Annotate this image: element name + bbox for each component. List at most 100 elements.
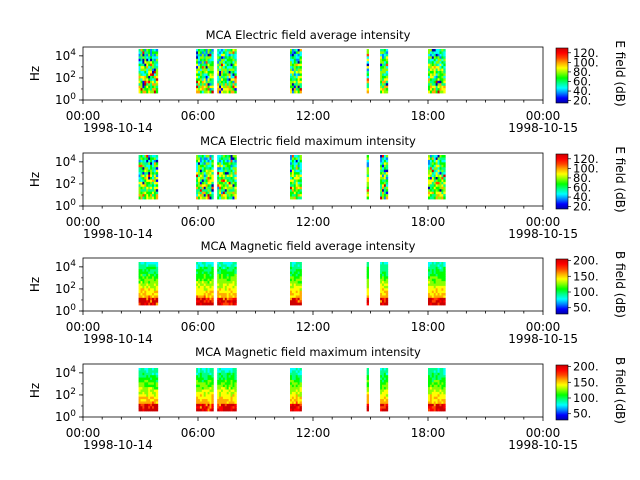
heatmap-cell <box>385 387 389 390</box>
heatmap-cell <box>199 389 203 393</box>
heatmap-cell <box>441 273 444 277</box>
heatmap-cell <box>433 167 437 171</box>
heatmap-cell <box>293 276 297 280</box>
heatmap-cell <box>382 61 385 65</box>
heatmap-cell <box>431 290 435 294</box>
heatmap-segment <box>205 155 214 200</box>
heatmap-cell <box>140 85 143 89</box>
heatmap-cell <box>429 399 433 402</box>
x-tick-label: 00:00 <box>526 426 561 440</box>
heatmap-cell <box>142 167 145 171</box>
heatmap-cell <box>431 53 435 57</box>
heatmap-cell <box>209 281 212 284</box>
heatmap-cell <box>222 58 226 62</box>
heatmap-cell <box>431 396 435 400</box>
y-tick-label: 100 <box>55 198 76 213</box>
heatmap-cell <box>297 73 300 77</box>
heatmap-cell <box>382 370 385 374</box>
heatmap-cell <box>142 172 145 175</box>
heatmap-cell <box>150 297 153 301</box>
heatmap-cell <box>138 53 141 57</box>
heatmap-cell <box>150 191 153 195</box>
heatmap-cell <box>429 285 433 289</box>
heatmap-cell <box>140 49 143 52</box>
heatmap-cell <box>219 181 222 185</box>
heatmap-cell <box>290 75 293 79</box>
heatmap-cell <box>207 61 210 65</box>
heatmap-cell <box>221 288 224 292</box>
heatmap-cell <box>232 379 235 383</box>
heatmap-cell <box>203 394 207 398</box>
heatmap-cell <box>366 164 369 168</box>
heatmap-cell <box>439 300 442 304</box>
heatmap-cell <box>441 58 444 62</box>
colorbar-tick-label: 100. <box>573 391 599 405</box>
heatmap-cell <box>155 368 159 371</box>
heatmap-cell <box>383 164 387 168</box>
heatmap-cell <box>441 194 444 197</box>
heatmap-cell <box>222 167 226 171</box>
heatmap-cell <box>228 283 231 287</box>
heatmap-cell <box>155 75 159 79</box>
colorbar-tick-label: 80. <box>573 65 591 79</box>
heatmap-cell <box>207 159 210 163</box>
heatmap-cell <box>431 399 435 402</box>
heatmap-cell <box>142 155 145 158</box>
heatmap-segment <box>380 155 389 200</box>
heatmap-cell <box>209 406 212 410</box>
heatmap-cell <box>138 283 141 287</box>
heatmap-cell <box>153 53 157 57</box>
heatmap-cell <box>148 169 151 173</box>
heatmap-cell <box>199 379 203 383</box>
heatmap-cell <box>150 283 153 287</box>
heatmap-cell <box>219 83 222 87</box>
heatmap-cell <box>144 68 147 72</box>
heatmap-cell <box>219 281 222 284</box>
heatmap-cell <box>142 403 145 407</box>
heatmap-cell <box>222 266 226 270</box>
heatmap-cell <box>383 159 387 163</box>
heatmap-cell <box>228 174 231 178</box>
heatmap-cell <box>428 399 431 402</box>
heatmap-cell <box>199 73 203 77</box>
heatmap-cell <box>431 61 435 65</box>
heatmap-cell <box>224 382 228 386</box>
heatmap-cell <box>207 372 210 376</box>
heatmap-cell <box>293 49 297 52</box>
heatmap-cell <box>437 83 440 87</box>
heatmap-cell <box>203 189 207 193</box>
heatmap-cell <box>205 164 208 168</box>
heatmap-cell <box>297 90 300 94</box>
heatmap-cell <box>431 186 435 190</box>
heatmap-cell <box>297 49 300 52</box>
heatmap-cell <box>428 53 431 57</box>
heatmap-cell <box>295 194 299 197</box>
heatmap-cell <box>429 295 433 299</box>
heatmap-cell <box>226 370 230 374</box>
heatmap-cell <box>152 293 155 296</box>
heatmap-cell <box>228 66 231 69</box>
heatmap-cell <box>221 264 224 268</box>
heatmap-cell <box>293 295 297 299</box>
heatmap-cell <box>217 157 220 161</box>
heatmap-cell <box>228 293 231 296</box>
heatmap-cell <box>199 278 203 282</box>
heatmap-cell <box>142 269 145 272</box>
heatmap-cell <box>297 379 300 383</box>
heatmap-cell <box>146 189 149 193</box>
heatmap-cell <box>150 372 153 376</box>
heatmap-cell <box>443 78 446 82</box>
heatmap-cell <box>224 51 228 55</box>
heatmap-cell <box>439 196 442 200</box>
heatmap-cell <box>291 68 295 72</box>
heatmap-cell <box>291 49 295 52</box>
heatmap-cell <box>385 186 389 190</box>
heatmap-cell <box>293 401 297 405</box>
heatmap-cell <box>201 264 205 268</box>
heatmap-cell <box>224 396 228 400</box>
heatmap-cell <box>382 269 385 272</box>
heatmap-cell <box>433 389 437 393</box>
heatmap-cell <box>437 85 440 89</box>
heatmap-cell <box>138 169 141 173</box>
heatmap-cell <box>152 159 155 163</box>
